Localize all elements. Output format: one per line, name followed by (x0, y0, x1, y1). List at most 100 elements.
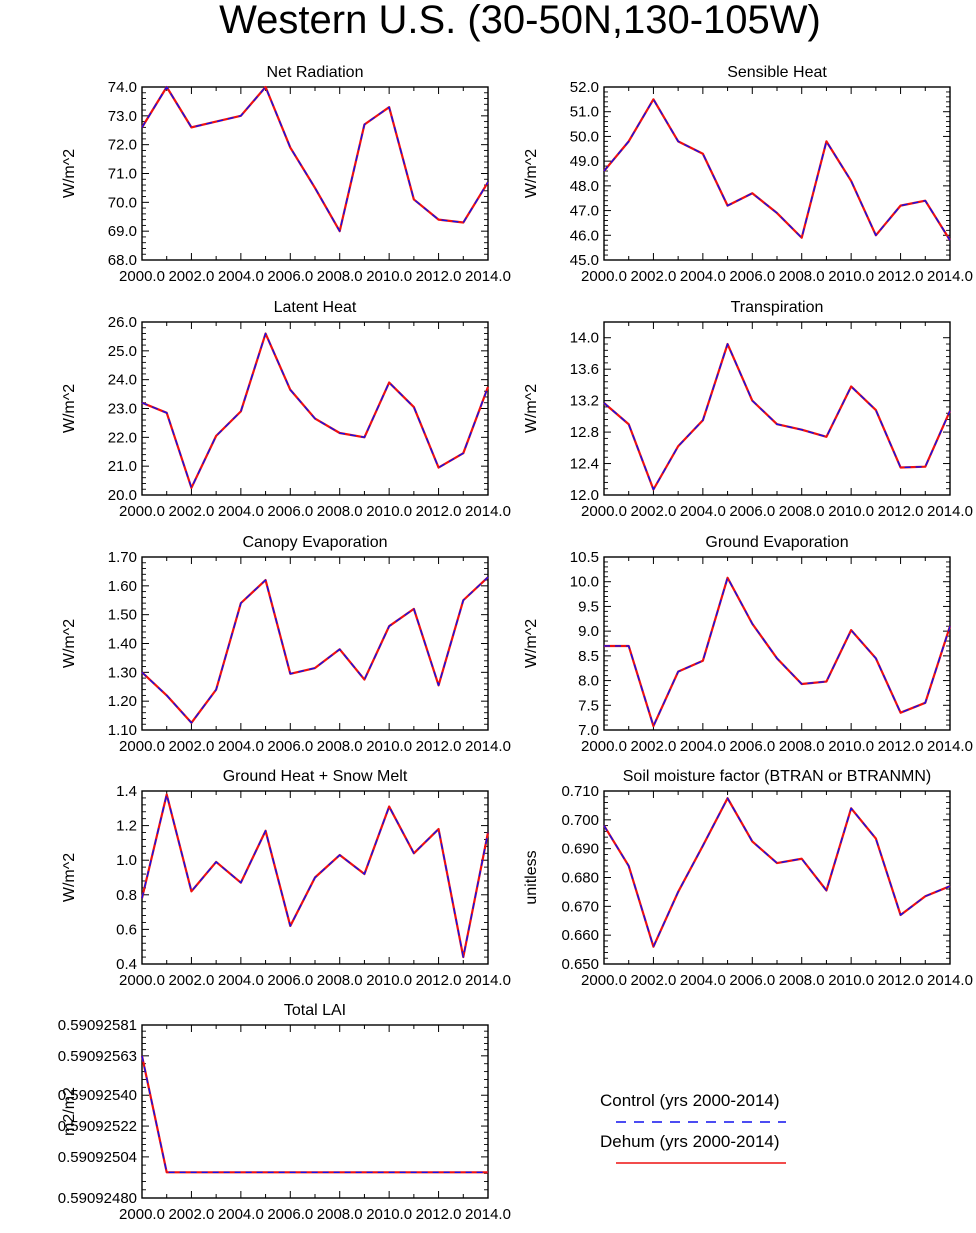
y-tick-label: 0.59092504 (58, 1149, 137, 1166)
y-tick-label: 22.0 (108, 429, 137, 446)
panel-title: Canopy Evaporation (243, 534, 388, 551)
series-line-dehum (603, 797, 951, 948)
y-tick-label: 1.30 (108, 664, 137, 681)
plot-frame (603, 321, 951, 496)
y-tick-label: 69.0 (108, 223, 137, 240)
panel-title: Latent Heat (274, 299, 357, 316)
series-line-control (603, 343, 951, 491)
x-tick-label: 2014.0 (465, 972, 511, 989)
y-tick-label: 1.70 (108, 549, 137, 566)
x-tick-label: 2000.0 (581, 503, 627, 520)
x-tick-label: 2000.0 (119, 972, 165, 989)
y-tick-label: 49.0 (570, 153, 599, 170)
y-axis-label: W/m^2 (523, 149, 540, 198)
chart-panel: Net Radiation W/m^2 2000.0 2002.0 2004.0 2006… (61, 64, 511, 285)
y-tick-label: 1.20 (108, 693, 137, 710)
y-tick-label: 0.660 (561, 927, 599, 944)
x-tick-label: 2010.0 (366, 268, 412, 285)
plot-frame (141, 321, 489, 496)
series-line-control (141, 1055, 488, 1174)
x-tick-label: 2014.0 (465, 503, 511, 520)
y-tick-label: 24.0 (108, 372, 137, 389)
y-axis-label: W/m^2 (523, 619, 540, 668)
series-line-control (141, 332, 489, 489)
chart-panel: Sensible Heat W/m^2 2000.0 2002.0 2004.0 2006… (523, 64, 973, 285)
y-tick-label: 25.0 (108, 343, 137, 360)
chart-panel: Transpiration W/m^2 2000.0 2002.0 2004.0 2006… (523, 299, 973, 520)
x-tick-label: 2008.0 (317, 738, 363, 755)
y-tick-label: 1.0 (116, 852, 137, 869)
x-tick-label: 2006.0 (729, 972, 775, 989)
x-tick-label: 2000.0 (119, 503, 165, 520)
x-tick-label: 2008.0 (317, 1206, 363, 1223)
series-line-control (141, 576, 489, 724)
series-line-control (603, 98, 951, 241)
y-tick-label: 1.40 (108, 636, 137, 653)
y-axis-label: W/m^2 (523, 384, 540, 433)
x-tick-label: 2012.0 (416, 503, 462, 520)
y-tick-label: 12.0 (570, 487, 599, 504)
x-tick-label: 2012.0 (416, 1206, 462, 1223)
x-tick-label: 2006.0 (267, 738, 313, 755)
x-tick-label: 2010.0 (828, 738, 874, 755)
y-tick-label: 72.0 (108, 137, 137, 154)
x-tick-label: 2006.0 (267, 503, 313, 520)
x-tick-label: 2008.0 (779, 268, 825, 285)
y-tick-label: 0.59092522 (58, 1118, 137, 1135)
y-tick-label: 73.0 (108, 108, 137, 125)
x-tick-label: 2002.0 (168, 972, 214, 989)
x-tick-label: 2004.0 (680, 268, 726, 285)
x-tick-label: 2014.0 (927, 738, 973, 755)
x-tick-label: 2012.0 (416, 972, 462, 989)
series-line-dehum (141, 576, 489, 724)
x-tick-label: 2012.0 (878, 738, 924, 755)
x-tick-label: 2010.0 (828, 503, 874, 520)
panel-title: Soil moisture factor (BTRAN or BTRANMN) (623, 768, 932, 785)
chart-panel: Latent Heat W/m^2 2000.0 2002.0 2004.0 2006.0… (61, 299, 511, 520)
plot-frame (141, 86, 489, 261)
x-tick-label: 2008.0 (317, 972, 363, 989)
x-tick-label: 2014.0 (927, 972, 973, 989)
x-tick-label: 2000.0 (581, 738, 627, 755)
y-tick-label: 0.690 (561, 841, 599, 858)
x-tick-label: 2006.0 (267, 972, 313, 989)
y-tick-label: 0.680 (561, 870, 599, 887)
x-tick-label: 2006.0 (729, 268, 775, 285)
y-tick-label: 21.0 (108, 458, 137, 475)
y-axis-label: W/m^2 (61, 853, 78, 902)
series-line-dehum (604, 576, 952, 728)
x-tick-label: 2004.0 (218, 268, 264, 285)
series-line-control (603, 797, 951, 948)
y-tick-label: 9.0 (578, 623, 599, 640)
x-tick-label: 2000.0 (581, 972, 627, 989)
x-tick-label: 2002.0 (168, 503, 214, 520)
chart-panel: Canopy Evaporation W/m^2 2000.0 2002.0 2004.… (61, 534, 511, 755)
y-tick-label: 52.0 (570, 79, 599, 96)
x-tick-label: 2002.0 (630, 268, 676, 285)
x-tick-label: 2010.0 (828, 972, 874, 989)
x-tick-label: 2008.0 (779, 972, 825, 989)
y-tick-label: 51.0 (570, 104, 599, 121)
y-tick-label: 48.0 (570, 178, 599, 195)
panel-title: Sensible Heat (727, 64, 827, 81)
series-line-control (141, 793, 489, 958)
x-tick-label: 2012.0 (878, 268, 924, 285)
y-tick-label: 47.0 (570, 203, 599, 220)
x-tick-label: 2002.0 (168, 738, 214, 755)
y-tick-label: 20.0 (108, 487, 137, 504)
plot-frame (603, 556, 951, 731)
chart-panel: Ground Evaporation W/m^2 2000.0 2002.0 2004.… (523, 534, 973, 755)
panel-title: Ground Heat + Snow Melt (223, 768, 408, 785)
x-tick-label: 2000.0 (119, 268, 165, 285)
y-tick-label: 23.0 (108, 401, 137, 418)
x-tick-label: 2010.0 (366, 738, 412, 755)
y-axis-label: W/m^2 (61, 619, 78, 668)
x-tick-label: 2004.0 (218, 738, 264, 755)
legend-label-dehum: Dehum (yrs 2000-2014) (600, 1132, 780, 1151)
y-tick-label: 0.59092540 (58, 1087, 137, 1104)
x-tick-label: 2002.0 (168, 1206, 214, 1223)
chart-panel: Ground Heat + Snow Melt W/m^2 2000.0 2002.0… (61, 768, 511, 989)
y-tick-label: 1.2 (116, 818, 137, 835)
y-tick-label: 13.2 (570, 393, 599, 410)
